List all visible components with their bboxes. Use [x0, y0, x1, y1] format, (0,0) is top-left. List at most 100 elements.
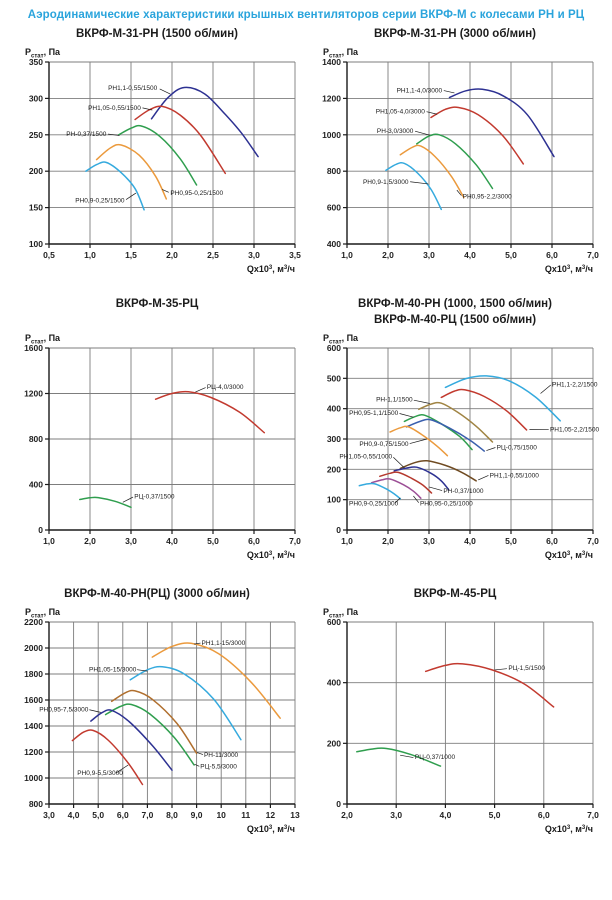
- curve-label: РН1,1-0,55/1500: [108, 85, 158, 92]
- chart-panel-vkrf-m-35-rc: ВКРФ-М-35-РЦ 1,0 2,0 3,0 4,0 5,0 6,0 7,0 0 400 80…: [8, 296, 306, 572]
- curve-label: РЦ-4,0/3000: [207, 384, 244, 391]
- chart-title: ВКРФ-М-31-РН (3000 об/мин): [374, 26, 536, 46]
- x-axis-title-sup: 3: [284, 265, 288, 271]
- curve-label: РН0,95-7,5/3000: [39, 706, 89, 713]
- x-axis-title-mid: , м: [570, 264, 582, 274]
- curve-label: РН0,9-5,5/3000: [77, 770, 123, 777]
- curve-label: РН1,05-2,2/1500: [550, 426, 600, 433]
- y-tick-label: 400: [327, 239, 341, 249]
- x-axis-title-end: /ч: [585, 824, 593, 834]
- x-tick-label: 8,0: [166, 810, 178, 820]
- charts-grid: ВКРФ-М-31-РН (1500 об/мин) 0,5 1,0 1,5 2,0 2…: [0, 26, 612, 846]
- y-axis-title-rest: , Па: [44, 607, 61, 617]
- curve-label: РН-11/3000: [204, 752, 239, 759]
- leader-line: [426, 111, 438, 115]
- y-tick-label: 600: [327, 617, 341, 627]
- chart-panel-vkrf-m-40-rn-rc-3000: ВКРФ-М-40-РН(РЦ) (3000 об/мин) 3,0 4,0 5,0…: [8, 586, 306, 846]
- x-axis-title-end: /ч: [287, 264, 295, 274]
- y-tick-label: 2000: [24, 643, 43, 653]
- leader-line: [194, 642, 201, 645]
- curve-label: РН0,95-2,2/3000: [463, 193, 513, 200]
- curve: [379, 471, 433, 494]
- curve: [150, 86, 259, 158]
- leader-line: [125, 192, 137, 200]
- x-tick-label: 6,0: [546, 250, 558, 260]
- leader-line: [414, 130, 430, 136]
- x-tick-label: 5,0: [505, 250, 517, 260]
- curve-label: РЦ-0,37/1000: [415, 754, 456, 761]
- curve: [385, 161, 443, 211]
- chart-panel-vkrf-m-31-rn-1500: ВКРФ-М-31-РН (1500 об/мин) 0,5 1,0 1,5 2,0 2…: [8, 26, 306, 286]
- curve: [418, 401, 494, 443]
- x-tick-label: 4,0: [439, 810, 451, 820]
- x-tick-label: 5,0: [505, 536, 517, 546]
- leader-line: [478, 475, 489, 481]
- leader-line: [107, 133, 120, 136]
- y-tick-label: 800: [29, 799, 43, 809]
- curve: [90, 709, 173, 771]
- leader-line: [89, 709, 101, 713]
- x-tick-label: 2,0: [382, 536, 394, 546]
- page: Аэродинамические характеристики крышных …: [0, 9, 612, 846]
- leader-line: [162, 189, 169, 193]
- x-tick-label: 11: [241, 810, 250, 820]
- x-axis-title-end: /ч: [585, 264, 593, 274]
- curve: [79, 496, 132, 509]
- leader-line: [410, 181, 429, 185]
- x-axis-title-mid: , м: [570, 824, 582, 834]
- leader-line: [428, 486, 443, 491]
- y-axis-title: Pстат, Па: [323, 333, 359, 346]
- y-tick-label: 0: [336, 799, 341, 809]
- x-axis-title-mid: , м: [272, 264, 284, 274]
- x-tick-label: 3,0: [423, 250, 435, 260]
- chart-figure: 1,0 2,0 3,0 4,0 5,0 6,0 7,0 400 600 800 1000 1200 14…: [322, 47, 599, 274]
- leader-line: [122, 496, 134, 503]
- chart-title-line: ВКРФ-М-31-РН (1500 об/мин): [76, 28, 238, 40]
- y-axis-title-sub: стат: [329, 340, 342, 346]
- y-tick-label: 600: [327, 203, 341, 213]
- leader-line: [456, 189, 462, 196]
- curve-label: РЦ-5,5/3000: [200, 764, 237, 771]
- y-tick-label: 150: [29, 203, 43, 213]
- curve-label: РН0,9-0,25/1500: [75, 197, 125, 204]
- y-tick-label: 1400: [24, 721, 43, 731]
- curve: [134, 105, 227, 175]
- curve-label: РН1,1-15/3000: [202, 640, 246, 647]
- curve-label: РН1,05-0,55/1000: [339, 453, 392, 460]
- leader-line: [196, 752, 204, 755]
- curve-label: РН1,1-0,55/1000: [490, 472, 540, 479]
- x-tick-label: 4,0: [68, 810, 80, 820]
- chart-panel-vkrf-m-40-rn-rc-1500: ВКРФ-М-40-РН (1000, 1500 об/мин) ВКРФ-М-4…: [306, 296, 604, 572]
- x-axis-title-sup: 3: [582, 825, 586, 831]
- leader-line: [159, 88, 171, 95]
- y-tick-label: 1800: [24, 669, 43, 679]
- y-tick-label: 250: [29, 130, 43, 140]
- x-tick-label: 12: [266, 810, 276, 820]
- leader-line: [393, 456, 405, 469]
- x-axis-title: Qх103, м3/ч: [247, 550, 295, 560]
- x-tick-label: 1,5: [125, 250, 137, 260]
- page-title: Аэродинамические характеристики крышных …: [27, 9, 585, 21]
- leader-line: [194, 764, 200, 767]
- x-tick-label: 2,5: [207, 250, 219, 260]
- x-axis-title: Qх103, м3/ч: [545, 824, 593, 834]
- x-axis-title-sup: 3: [284, 825, 288, 831]
- curve: [154, 390, 266, 434]
- chart-title: ВКРФ-М-40-РН(РЦ) (3000 об/мин): [64, 586, 250, 606]
- y-tick-label: 400: [327, 678, 341, 688]
- y-tick-label: 300: [327, 434, 341, 444]
- y-tick-label: 0: [336, 525, 341, 535]
- x-tick-label: 6,0: [248, 536, 260, 546]
- curve-label: РН1,05-15/3000: [89, 666, 137, 673]
- x-tick-label: 2,0: [84, 536, 96, 546]
- curve-label: РН-0,37/1000: [443, 488, 483, 495]
- x-axis-title-end: /ч: [287, 550, 295, 560]
- chart-title: ВКРФ-М-45-РЦ: [414, 586, 497, 606]
- curve-label: РН1,1-4,0/3000: [397, 88, 443, 95]
- x-tick-label: 6,0: [538, 810, 550, 820]
- curve: [415, 133, 494, 190]
- leader-line: [540, 384, 551, 394]
- curve-label: РН1,05-4,0/3000: [376, 109, 426, 116]
- leader-line: [142, 107, 153, 111]
